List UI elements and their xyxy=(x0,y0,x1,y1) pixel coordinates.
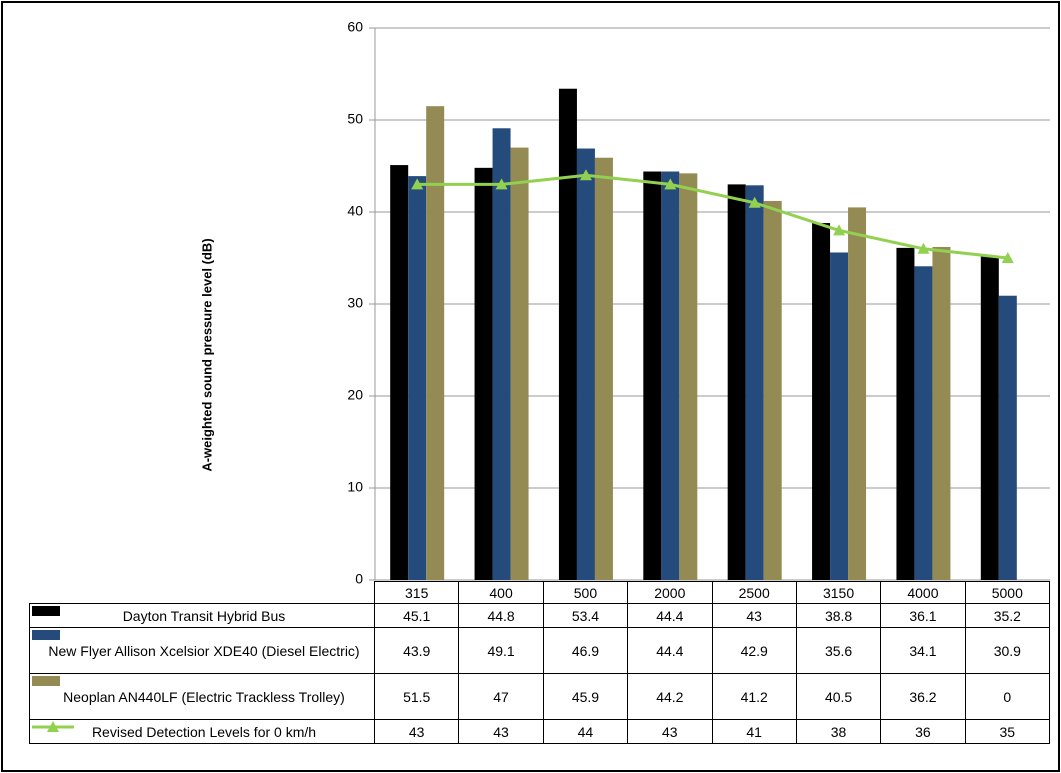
table-value: 46.9 xyxy=(542,627,629,674)
line xyxy=(417,173,1008,260)
y-tick-label: 40 xyxy=(347,203,363,219)
bar xyxy=(594,157,613,580)
legend-swatch xyxy=(32,606,60,616)
bar xyxy=(474,167,493,580)
series-label: New Flyer Allison Xcelsior XDE40 (Diesel… xyxy=(29,627,375,674)
table-value: 40.5 xyxy=(795,673,882,720)
y-axis-label: A-weighted sound pressure level (dB) xyxy=(199,238,214,471)
legend-key xyxy=(32,630,60,640)
table-value: 51.5 xyxy=(374,673,460,720)
category-label: 5000 xyxy=(964,581,1050,604)
category-label: 3150 xyxy=(795,581,882,604)
table-value: 35.6 xyxy=(795,627,882,674)
legend-label: Dayton Transit Hybrid Bus xyxy=(122,607,286,624)
table-value: 35.2 xyxy=(964,603,1050,628)
legend-key xyxy=(32,676,60,686)
bar xyxy=(558,88,577,580)
category-label: 4000 xyxy=(880,581,966,604)
table-value: 44.4 xyxy=(627,603,713,628)
bar xyxy=(763,200,782,580)
category-label: 400 xyxy=(458,581,544,604)
marker xyxy=(411,178,424,190)
bar xyxy=(932,246,951,580)
table-value: 42.9 xyxy=(711,627,797,674)
table-value: 41.2 xyxy=(711,673,797,720)
table-value: 47 xyxy=(458,673,544,720)
bar xyxy=(980,256,999,580)
series-label: Dayton Transit Hybrid Bus xyxy=(29,603,375,628)
table-value: 36 xyxy=(880,719,966,744)
marker xyxy=(917,242,930,254)
legend-label: Neoplan AN440LF (Electric Trackless Trol… xyxy=(63,688,345,705)
table-value: 30.9 xyxy=(964,627,1050,674)
bar xyxy=(643,171,662,580)
table-value: 44.2 xyxy=(627,673,713,720)
table-value: 36.2 xyxy=(880,673,966,720)
bar xyxy=(661,171,680,580)
y-tick-label: 0 xyxy=(355,571,363,587)
table-value: 43 xyxy=(374,719,460,744)
bar xyxy=(679,173,698,581)
legend-label: New Flyer Allison Xcelsior XDE40 (Diesel… xyxy=(48,642,360,659)
legend-key xyxy=(32,606,60,616)
y-tick-label: 20 xyxy=(347,387,363,403)
marker xyxy=(748,196,761,208)
bar xyxy=(914,266,933,580)
category-label: 315 xyxy=(374,581,460,604)
marker xyxy=(833,224,846,236)
table-value: 44.4 xyxy=(627,627,713,674)
marker xyxy=(1001,252,1014,263)
legend-marker xyxy=(47,721,59,732)
bar xyxy=(727,184,746,580)
marker xyxy=(495,178,508,190)
table-value: 43.9 xyxy=(374,627,460,674)
table-value: 38.8 xyxy=(795,603,882,628)
marker xyxy=(579,169,592,181)
y-tick-label: 60 xyxy=(347,19,363,35)
bar xyxy=(896,247,915,580)
bar xyxy=(830,252,849,581)
table-value: 38 xyxy=(795,719,882,744)
table-value: 44 xyxy=(542,719,629,744)
bar xyxy=(510,147,529,580)
bar xyxy=(390,165,409,580)
bar xyxy=(426,106,445,580)
bar xyxy=(576,148,595,580)
legend-key xyxy=(32,721,74,732)
bar xyxy=(745,185,764,580)
table-value: 44.8 xyxy=(458,603,544,628)
legend-label: Revised Detection Levels for 0 km/h xyxy=(91,723,317,740)
bar xyxy=(848,207,867,580)
bar xyxy=(998,295,1017,580)
series-label: Neoplan AN440LF (Electric Trackless Trol… xyxy=(29,673,375,720)
series-label: Revised Detection Levels for 0 km/h xyxy=(29,719,375,744)
category-label: 2500 xyxy=(711,581,797,604)
category-label: 500 xyxy=(542,581,629,604)
table-value: 41 xyxy=(711,719,797,744)
bar xyxy=(408,176,427,580)
table-value: 35 xyxy=(964,719,1050,744)
bar xyxy=(492,128,511,580)
table-value: 53.4 xyxy=(542,603,629,628)
bar xyxy=(812,223,831,581)
y-tick-label: 30 xyxy=(347,295,363,311)
category-label: 2000 xyxy=(627,581,713,604)
table-value: 43 xyxy=(458,719,544,744)
table-value: 43 xyxy=(627,719,713,744)
y-tick-label: 50 xyxy=(347,111,363,127)
table-value: 34.1 xyxy=(880,627,966,674)
legend-swatch xyxy=(32,676,60,686)
marker xyxy=(664,178,677,190)
table-value: 49.1 xyxy=(458,627,544,674)
table-value: 45.1 xyxy=(374,603,460,628)
table-value: 45.9 xyxy=(542,673,629,720)
table-value: 43 xyxy=(711,603,797,628)
table-value: 0 xyxy=(964,673,1050,720)
y-tick-label: 10 xyxy=(347,479,363,495)
table-value: 36.1 xyxy=(880,603,966,628)
legend-swatch xyxy=(32,630,60,640)
